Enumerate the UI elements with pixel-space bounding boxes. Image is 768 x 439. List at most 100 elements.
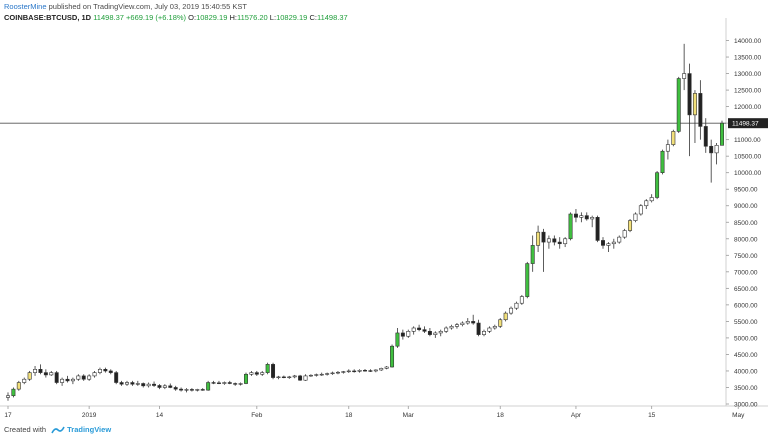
candle-body [427,331,432,335]
candle-body [97,369,102,373]
candle [617,235,622,244]
candle [698,80,703,140]
candle [330,371,335,375]
candle-body [509,307,514,314]
publish-line: RoosterMine published on TradingView.com… [4,1,744,12]
candle [541,228,546,272]
candle [498,318,503,328]
candle [492,324,497,330]
candle [622,228,627,239]
candle-body [525,263,530,297]
candle-body [49,372,54,376]
candle [271,362,276,380]
candle [546,235,551,249]
candle-body [698,93,703,127]
candle-body [573,213,578,218]
candle-body [379,368,384,371]
candle-body [108,370,113,373]
y-tick-label: 6500.00 [734,286,758,293]
candle-body [227,382,232,384]
candle [11,387,16,398]
last-value: 11498.37 [93,13,124,22]
created-with-label: Created with [4,425,47,434]
candle-body [146,383,151,387]
x-tick-label: 15 [648,412,656,419]
candle [665,139,670,160]
last-price-line: 11498.37 [0,118,768,129]
candle [206,380,211,391]
candle [97,367,102,375]
candle-body [92,372,97,377]
candle [281,375,286,379]
candle-body [595,217,600,241]
candle [81,374,86,381]
candle-body [254,372,259,375]
x-tick-label: 17 [4,412,12,419]
candle [319,372,324,376]
candle-body [454,324,459,327]
candle [438,329,443,337]
candle [390,344,395,368]
y-tick-label: 3500.00 [734,385,758,392]
candle-body [660,150,665,173]
change-value: +669.19 (+6.18%) [126,13,187,22]
candle [579,212,584,223]
candle-body [368,370,373,372]
candle [660,149,665,175]
candle [692,90,697,143]
candle-body [195,389,200,391]
candle-body [519,296,524,304]
candle [298,374,303,381]
candle [335,370,340,375]
candle [65,375,70,383]
candle [108,369,113,375]
y-tick-label: 7500.00 [734,253,758,260]
candle [135,380,140,386]
candle [292,374,297,379]
high-value: 11576.20 [236,13,268,22]
candle-body [314,374,319,376]
candle [682,43,687,91]
candle [373,369,378,373]
candle-body [649,197,654,202]
author-link[interactable]: RoosterMine [4,2,47,11]
candle [465,318,470,325]
tradingview-brand[interactable]: TradingView [48,425,111,434]
candle-body [260,372,265,375]
candle-body [325,373,330,375]
candle [703,118,708,153]
candle [536,225,541,252]
candle [216,380,221,385]
candle-body [638,205,643,215]
candle-body [43,372,48,376]
candle [308,374,313,377]
candle-body [503,312,508,321]
candle [519,294,524,305]
candle [563,237,568,248]
y-tick-label: 9000.00 [734,203,758,210]
candle [146,382,151,388]
candle-body [60,378,65,383]
candlestick-chart[interactable]: 3000.00 3500.00 4000.00 4500.00 5000.00 5500.… [0,0,768,425]
y-tick-label: 8500.00 [734,220,758,227]
y-tick-label: 13500.00 [734,55,761,62]
candle [244,372,248,385]
candle [352,369,357,373]
candle-body [16,382,21,390]
candle [427,328,432,337]
candle-body [238,383,243,385]
candle-body [395,332,400,347]
candle [676,76,681,134]
candle-body [720,122,724,146]
y-tick-label: 5500.00 [734,319,758,326]
candle [460,321,465,327]
candle-body [281,376,286,379]
candle [720,120,724,146]
y-tick-label: 6000.00 [734,302,758,309]
x-tick-label: May [732,412,745,419]
candle [357,369,362,373]
candle [411,326,416,335]
y-tick-label: 8000.00 [734,236,758,243]
tradingview-logo-icon [51,426,65,433]
candle [568,212,573,241]
